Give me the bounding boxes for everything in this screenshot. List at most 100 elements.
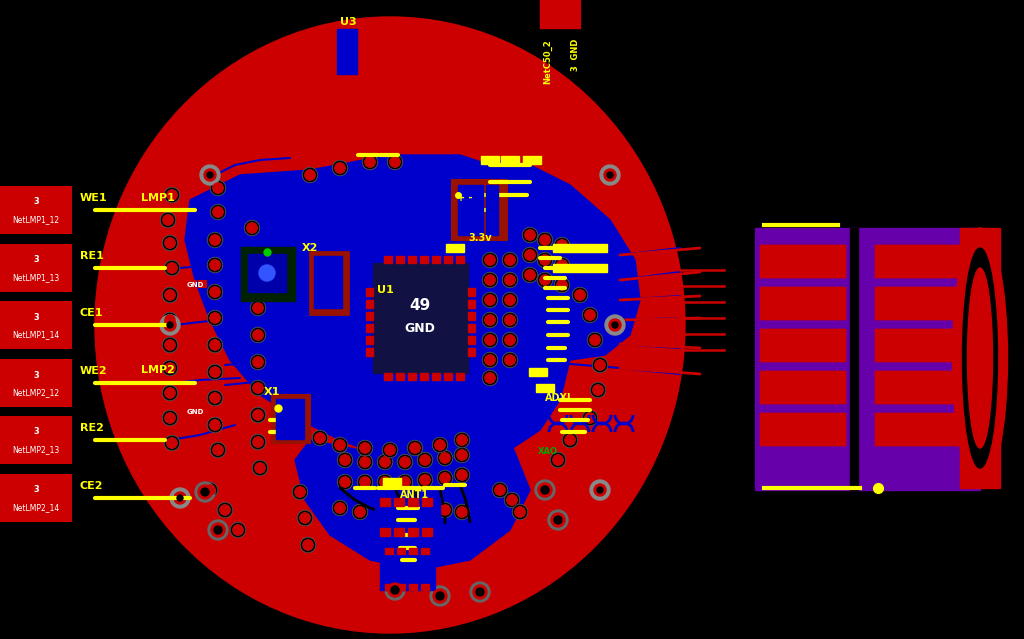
Bar — [366, 300, 373, 308]
Circle shape — [485, 355, 495, 365]
Text: 3: 3 — [33, 371, 39, 380]
Circle shape — [210, 287, 220, 297]
Circle shape — [538, 272, 553, 288]
Circle shape — [455, 447, 469, 463]
Text: 49: 49 — [410, 298, 431, 314]
Bar — [468, 324, 474, 332]
Circle shape — [253, 357, 263, 367]
Circle shape — [360, 443, 370, 453]
Bar — [380, 528, 390, 536]
Circle shape — [378, 475, 392, 489]
Text: WE1: WE1 — [80, 193, 108, 203]
Polygon shape — [185, 155, 580, 460]
Circle shape — [253, 410, 263, 420]
Text: ADXL: ADXL — [546, 393, 574, 403]
Bar — [582, 0, 590, 28]
Bar — [456, 256, 464, 263]
Circle shape — [522, 247, 538, 263]
Bar — [362, 28, 382, 50]
Circle shape — [167, 190, 177, 200]
Circle shape — [333, 438, 347, 452]
Circle shape — [213, 183, 223, 193]
Circle shape — [300, 537, 315, 553]
Circle shape — [208, 311, 222, 325]
Circle shape — [163, 288, 177, 302]
Bar — [396, 256, 404, 263]
Circle shape — [259, 265, 275, 281]
Bar — [408, 498, 418, 506]
Text: LMP1: LMP1 — [141, 193, 175, 203]
Bar — [446, 244, 464, 252]
Text: 3: 3 — [33, 486, 39, 495]
Text: NetLMP2_13: NetLMP2_13 — [12, 445, 59, 454]
Circle shape — [195, 482, 215, 502]
Bar — [310, 252, 348, 314]
Circle shape — [485, 295, 495, 305]
Circle shape — [207, 172, 213, 178]
Circle shape — [557, 240, 567, 250]
Circle shape — [165, 261, 179, 275]
Bar — [337, 29, 357, 74]
Circle shape — [525, 250, 535, 260]
Circle shape — [208, 258, 222, 272]
Circle shape — [540, 255, 550, 265]
Circle shape — [211, 523, 225, 537]
Polygon shape — [295, 440, 530, 570]
Circle shape — [360, 477, 370, 487]
Circle shape — [211, 204, 225, 220]
Text: GND: GND — [186, 409, 204, 415]
Circle shape — [164, 319, 176, 331]
Circle shape — [335, 503, 345, 513]
Circle shape — [557, 280, 567, 290]
Circle shape — [612, 322, 618, 328]
Circle shape — [312, 431, 328, 445]
Circle shape — [551, 513, 565, 527]
Circle shape — [485, 255, 495, 265]
Polygon shape — [485, 160, 640, 360]
Circle shape — [380, 457, 390, 467]
Bar — [874, 245, 961, 277]
Bar — [385, 548, 393, 554]
Text: XAO: XAO — [538, 447, 558, 456]
Circle shape — [440, 473, 450, 483]
Circle shape — [360, 457, 370, 467]
Text: WE2: WE2 — [80, 366, 108, 376]
Circle shape — [251, 435, 265, 449]
Circle shape — [251, 275, 265, 289]
Bar — [874, 413, 961, 445]
Circle shape — [250, 250, 260, 260]
Circle shape — [604, 169, 616, 181]
Bar — [481, 156, 499, 164]
Circle shape — [165, 436, 179, 450]
Bar — [0, 416, 72, 464]
Bar — [198, 283, 206, 287]
Bar — [432, 373, 440, 380]
Circle shape — [233, 525, 243, 535]
Bar — [390, 28, 410, 50]
Text: GND: GND — [404, 321, 435, 334]
Bar — [0, 474, 72, 522]
Circle shape — [163, 385, 177, 401]
Text: U1: U1 — [377, 285, 393, 295]
Circle shape — [251, 328, 265, 343]
Bar — [468, 348, 474, 356]
Circle shape — [167, 322, 173, 328]
Bar — [760, 371, 845, 403]
Bar — [420, 373, 428, 380]
Circle shape — [340, 477, 350, 487]
Bar — [760, 287, 845, 319]
Bar — [458, 185, 483, 235]
Circle shape — [335, 440, 345, 450]
Text: CE1: CE1 — [80, 308, 103, 318]
Circle shape — [210, 393, 220, 403]
Circle shape — [493, 482, 508, 498]
Circle shape — [420, 455, 430, 465]
Bar — [394, 528, 404, 536]
Circle shape — [248, 247, 262, 263]
Circle shape — [391, 586, 399, 594]
Bar — [380, 548, 435, 590]
Bar — [446, 264, 464, 272]
Circle shape — [503, 252, 517, 268]
Bar — [571, 244, 589, 252]
Circle shape — [170, 488, 190, 508]
